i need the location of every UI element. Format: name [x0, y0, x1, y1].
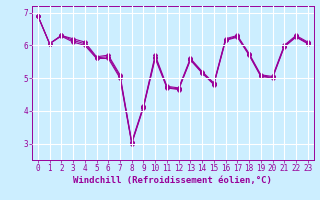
X-axis label: Windchill (Refroidissement éolien,°C): Windchill (Refroidissement éolien,°C) [73, 176, 272, 185]
